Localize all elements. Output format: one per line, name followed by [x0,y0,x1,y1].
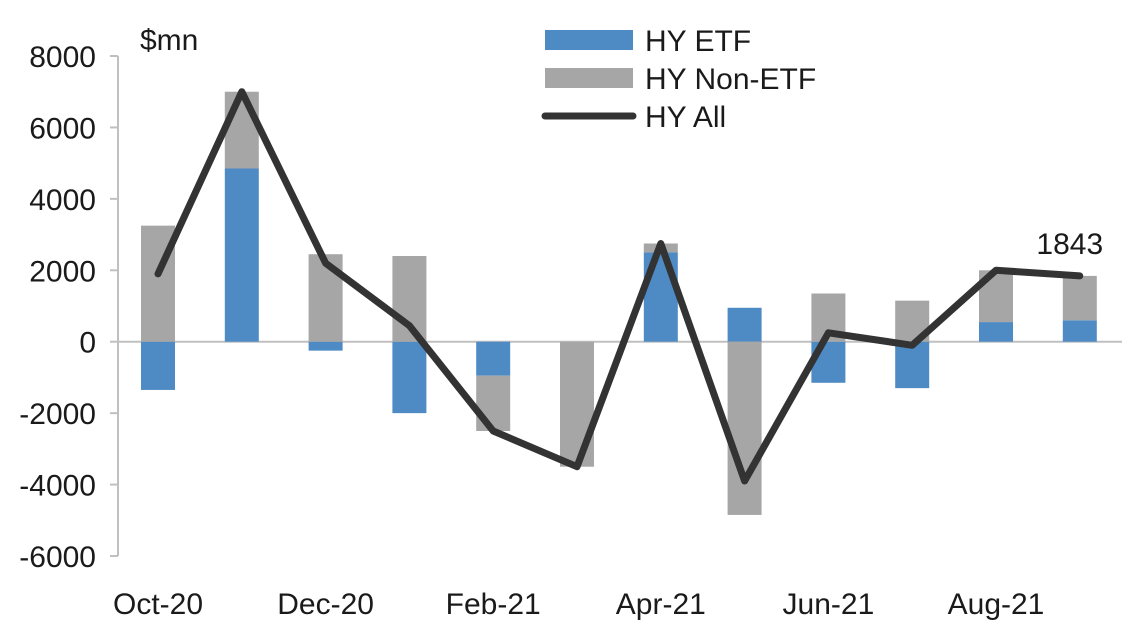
legend-label-hy-all: HY All [645,101,726,134]
y-tick-label: 0 [79,327,96,360]
annotations: 1843 [1036,228,1103,261]
bars [141,91,1097,515]
line-hy-all [154,88,1084,485]
y-tick-label: 4000 [29,184,96,217]
bar-hy-etf [727,307,762,342]
bar-hy-etf [224,168,259,342]
bar-hy-etf [895,341,930,389]
y-tick-label: 8000 [29,41,96,74]
x-tick-label: Jun-21 [783,588,875,621]
x-tick-labels: Oct-20 Dec-20 Feb-21 Apr-21 Jun-21 Aug-21 [113,588,1044,621]
x-tick-label: Apr-21 [616,588,706,621]
bar-hy-etf [141,341,175,390]
legend-label-hy-non-etf: HY Non-ETF [645,63,816,96]
line-series [154,88,1084,485]
y-ticks: 8000 6000 4000 2000 0 -2000 -4000 -6000 [19,41,118,574]
y-tick-label: 6000 [29,112,96,145]
x-tick-label: Oct-20 [113,588,203,621]
legend-swatch-hy-non-etf [545,68,633,88]
legend: HY ETF HY Non-ETF HY All [541,25,816,134]
axes: 8000 6000 4000 2000 0 -2000 -4000 -6000 [19,41,1122,574]
bar-hy-etf [979,322,1013,342]
bar-hy-non-etf [1062,275,1097,321]
bar-hy-etf [308,341,343,351]
x-tick-label: Dec-20 [277,588,374,621]
y-tick-label: 2000 [29,255,96,288]
legend-swatch-hy-etf [545,30,633,50]
bar-hy-non-etf [727,341,762,515]
unit-label: $mn [140,24,198,57]
data-label-last-value: 1843 [1036,228,1103,261]
x-tick-label: Feb-21 [446,588,541,621]
y-tick-label: -4000 [19,470,96,503]
bar-hy-etf [476,341,511,376]
bar-hy-non-etf [476,375,511,431]
bar-hy-non-etf [224,91,259,169]
bar-hy-non-etf [560,341,594,467]
bar-hy-etf [1062,320,1097,342]
x-tick-label: Aug-21 [948,588,1045,621]
y-tick-label: -2000 [19,398,96,431]
bar-hy-etf [392,341,427,414]
y-tick-label: -6000 [19,541,96,574]
legend-label-hy-etf: HY ETF [645,25,751,58]
